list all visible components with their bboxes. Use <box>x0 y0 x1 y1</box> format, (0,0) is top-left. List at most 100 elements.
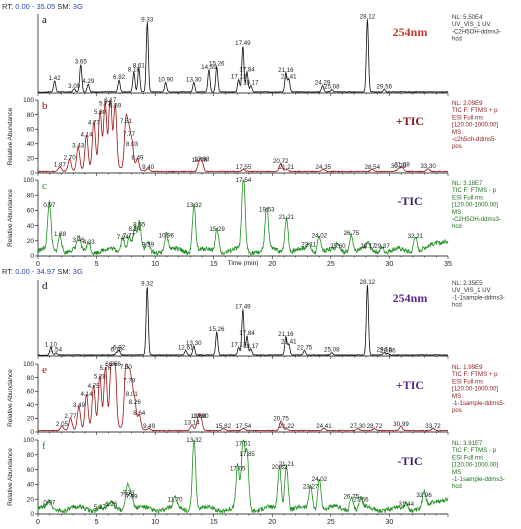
peak-label: 28.72 <box>367 423 383 430</box>
meta-line: hcd <box>452 223 462 230</box>
peak-label: 24.41 <box>316 423 332 430</box>
peak-label: 8.18 <box>128 66 141 73</box>
x-tick-label: 5 <box>95 519 99 526</box>
trace-line <box>37 179 449 256</box>
y-tick-label: 0 <box>30 429 34 436</box>
peak-label: 17.49 <box>235 40 251 47</box>
peak-label: 2.05 <box>56 421 69 428</box>
peak-label: 20.72 <box>273 158 289 165</box>
peak-label: 6.92 <box>113 74 126 81</box>
meta-line: -C2H5OH-ddms3- <box>452 216 501 223</box>
rt-label: RT: <box>2 2 14 11</box>
peak-label: 21.16 <box>278 67 294 74</box>
meta-line: MS <box>452 129 461 136</box>
peak-label: 2.70 <box>64 154 77 161</box>
meta-line: UV_VIS_1 UV <box>452 287 492 294</box>
panel-letter: f <box>42 440 46 452</box>
peak-label: 12.61 <box>178 344 194 351</box>
y-tick-label: 0 <box>30 170 34 177</box>
y-axis-label: Relative Abundance <box>7 448 14 506</box>
sm-label: SM: <box>57 2 71 11</box>
y-tick-label: 20 <box>27 416 35 423</box>
peak-label: 13.90 <box>193 413 209 420</box>
peak-label: 18.17 <box>243 80 259 87</box>
meta-line: -1-1sample-ddms3- <box>452 476 505 483</box>
peak-label: 8.49 <box>131 154 144 161</box>
y-tick-label: 0 <box>30 511 34 518</box>
y-tick-label: 100 <box>23 177 34 184</box>
peak-label: 1.10 <box>45 341 58 348</box>
peak-label: 7.50 <box>120 364 133 371</box>
meta-line: hcd <box>452 302 462 309</box>
peak-label: 24.02 <box>312 232 328 239</box>
meta-line: MS <box>452 393 461 400</box>
peak-label: 13.30 <box>186 340 202 347</box>
meta-line: hcd <box>452 483 462 490</box>
peak-label: 8.01 <box>126 391 139 398</box>
meta-line: -1-1sample-ddms5- <box>452 400 505 407</box>
peak-label: 29.37 <box>374 243 390 250</box>
meta-line: NL: 1.99E9 <box>452 364 483 371</box>
peak-label: 3.43 <box>72 143 85 150</box>
peak-label: 17.84 <box>239 330 255 337</box>
peak-label: 9.49 <box>143 423 156 430</box>
y-tick-label: 60 <box>27 208 35 215</box>
meta-line: ESI Full ms <box>452 194 483 201</box>
peak-label: 9.39 <box>142 241 155 248</box>
meta-line: ESI Full ms <box>452 378 483 385</box>
x-tick-label: 35 <box>444 261 452 268</box>
peak-label: 8.26 <box>129 399 142 406</box>
peak-label: 4.33 <box>83 239 96 246</box>
y-tick-label: 20 <box>27 238 35 245</box>
y-tick-label: 80 <box>27 192 35 199</box>
sm-value: 3G <box>72 2 83 11</box>
peak-label: 22.75 <box>297 344 313 351</box>
x-tick-label: 20 <box>268 519 276 526</box>
x-tick-label: 10 <box>151 261 159 268</box>
y-tick-label: 40 <box>27 482 35 489</box>
y-tick-label: 60 <box>27 126 35 133</box>
chart-panel-a: 1.42 3.09 3.65 4.29 6.928.188.61 9.33 10.90 13.… <box>37 13 501 96</box>
peak-label: 21.41 <box>281 73 297 80</box>
x-tick-label: 5 <box>95 261 99 268</box>
y-tick-label: 20 <box>27 156 35 163</box>
panel-letter: e <box>42 364 47 376</box>
peak-label: 13.76 <box>191 157 207 164</box>
meta-line: TIC F: FTMS - p <box>452 447 497 454</box>
y-tick-label: 60 <box>27 388 35 395</box>
peak-label: 17.05 <box>230 466 246 473</box>
peak-label: 6.70 <box>110 347 123 354</box>
x-tick-label: 0 <box>36 261 40 268</box>
peak-label: 6.59 <box>109 102 122 109</box>
peak-label: 3.49 <box>73 402 86 409</box>
peak-label: 17.54 <box>236 423 252 430</box>
peak-label: 27.30 <box>350 423 366 430</box>
peak-label: 33.30 <box>420 163 436 170</box>
peak-label: 15.82 <box>216 423 232 430</box>
y-tick-label: 40 <box>27 223 35 230</box>
sm-label: SM: <box>57 267 71 276</box>
peak-label: 5.28 <box>94 373 107 380</box>
meta-line: ESI Full ms <box>452 114 483 121</box>
rt-label: RT: <box>2 267 14 276</box>
peak-label: 33.72 <box>425 423 441 430</box>
peak-label: 27.56 <box>353 497 369 504</box>
y-tick-label: 80 <box>27 112 35 119</box>
meta-line: -C2H5OH-ddms3- <box>452 28 501 35</box>
peak-label: 7.24 <box>117 234 130 241</box>
peak-label: 7.78 <box>123 377 136 384</box>
peak-label: 17.13 <box>231 73 247 80</box>
chart-panel-b: 0 20 40 60 80 100 Relative Abundance 1.872.70 3.… <box>7 97 498 177</box>
peak-label: 9.32 <box>141 281 154 288</box>
peak-label: 11.70 <box>168 497 184 504</box>
peak-label: 20.75 <box>273 415 289 422</box>
peak-label: 4.77 <box>88 119 101 126</box>
peak-label: 3.09 <box>68 83 81 90</box>
peak-label: 9.33 <box>141 16 154 23</box>
peak-label: 4.75 <box>88 383 101 390</box>
peak-label: 10.90 <box>158 77 174 84</box>
meta-line: UV_VIS_1 UV <box>452 21 492 28</box>
peak-label: 7.99 <box>126 494 139 501</box>
mode-label: 254nm <box>393 25 428 39</box>
mode-label: 254nm <box>393 291 428 305</box>
